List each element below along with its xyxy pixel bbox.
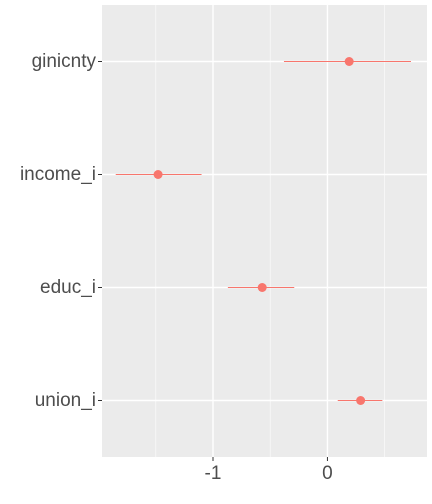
point-income_i: [153, 170, 163, 179]
y-axis: ginicnty income_i educ_i union_i: [20, 51, 102, 411]
x-axis: -1 0: [205, 457, 333, 484]
point-union_i: [356, 396, 366, 405]
estimate-points: [153, 57, 366, 405]
y-tick-label-income_i: income_i: [20, 164, 96, 185]
plot-panel: [102, 5, 427, 457]
y-tick-label-educ_i: educ_i: [40, 277, 96, 298]
minor-gridlines: [155, 5, 386, 457]
point-educ_i: [257, 283, 267, 292]
x-tick-label: -1: [205, 463, 222, 484]
x-tick-label: 0: [322, 463, 333, 484]
y-tick-label-ginicnty: ginicnty: [32, 51, 97, 72]
point-ginicnty: [344, 57, 354, 66]
y-tick-label-union_i: union_i: [35, 390, 96, 411]
